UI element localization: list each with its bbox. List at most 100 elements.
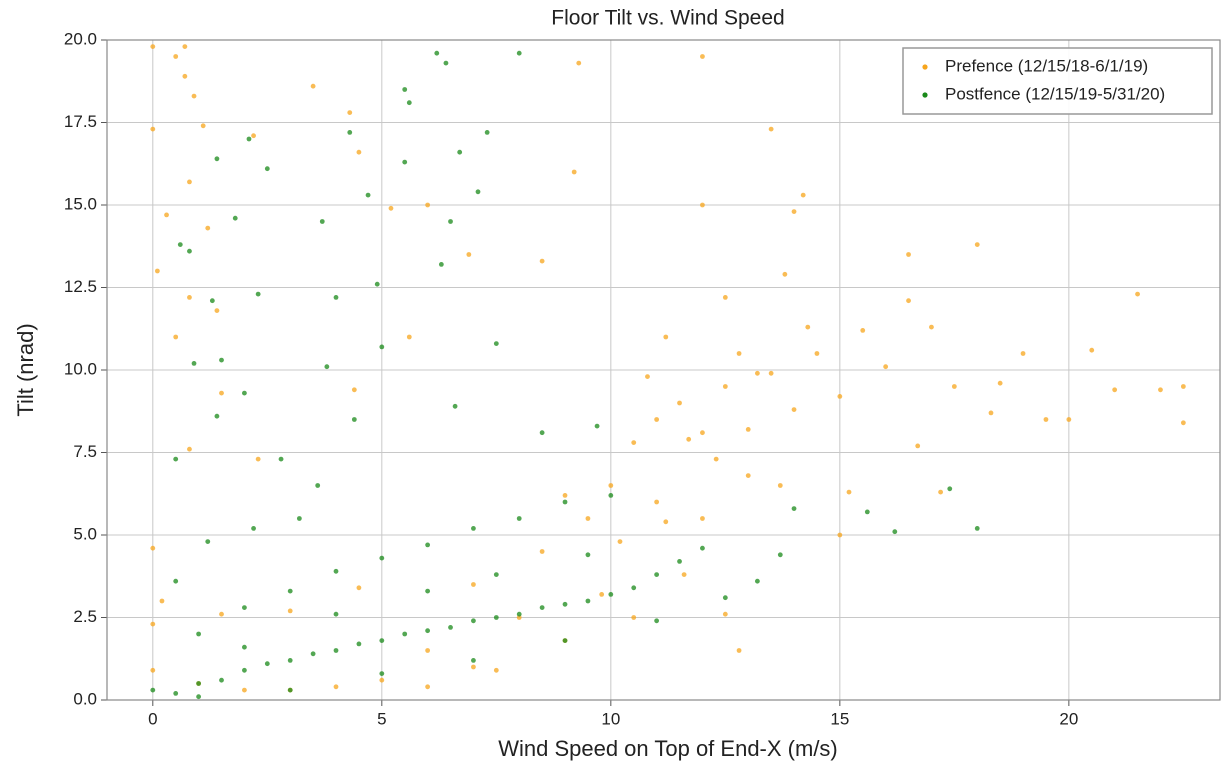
scatter-point bbox=[571, 169, 577, 175]
scatter-point bbox=[539, 549, 545, 554]
scatter-point bbox=[837, 532, 843, 538]
scatter-point bbox=[287, 658, 293, 663]
scatter-point bbox=[347, 110, 353, 115]
scatter-point bbox=[402, 159, 408, 165]
scatter-point bbox=[466, 252, 472, 257]
scatter-point bbox=[173, 578, 179, 584]
scatter-point bbox=[475, 189, 481, 195]
scatter-point bbox=[287, 588, 293, 594]
scatter-point bbox=[242, 687, 247, 693]
scatter-point bbox=[278, 456, 284, 462]
scatter-point bbox=[264, 166, 270, 172]
scatter-point bbox=[173, 691, 179, 696]
scatter-point bbox=[310, 83, 316, 89]
scatter-point bbox=[452, 403, 458, 409]
scatter-point bbox=[296, 516, 302, 521]
scatter-point bbox=[1135, 291, 1140, 297]
scatter-point bbox=[722, 384, 728, 389]
scatter-point bbox=[722, 611, 728, 617]
scatter-point bbox=[347, 130, 353, 135]
chart-title: Floor Tilt vs. Wind Speed bbox=[551, 7, 784, 30]
scatter-point bbox=[516, 615, 522, 620]
scatter-point bbox=[333, 684, 339, 690]
scatter-point bbox=[164, 212, 169, 218]
scatter-point bbox=[700, 430, 705, 436]
scatter-point bbox=[594, 423, 600, 429]
scatter-point bbox=[1112, 387, 1118, 393]
scatter-point bbox=[356, 585, 362, 591]
y-tick-label: 0.0 bbox=[73, 689, 97, 708]
scatter-point bbox=[182, 44, 188, 49]
scatter-point bbox=[493, 615, 499, 620]
scatter-point bbox=[379, 671, 385, 676]
scatter-point bbox=[214, 413, 220, 419]
scatter-point bbox=[351, 387, 357, 393]
scatter-point bbox=[777, 483, 783, 488]
scatter-point bbox=[196, 681, 202, 686]
scatter-point bbox=[205, 539, 211, 544]
scatter-point bbox=[951, 384, 957, 389]
scatter-point bbox=[663, 334, 669, 340]
scatter-point bbox=[631, 585, 637, 591]
scatter-point bbox=[484, 130, 490, 135]
scatter-point bbox=[938, 489, 944, 495]
scatter-point bbox=[585, 552, 591, 558]
scatter-point bbox=[310, 651, 316, 657]
scatter-point bbox=[214, 156, 220, 162]
scatter-point bbox=[448, 219, 453, 224]
scatter-point bbox=[745, 427, 751, 432]
scatter-point bbox=[242, 644, 247, 650]
scatter-point bbox=[539, 258, 545, 264]
scatter-point bbox=[585, 598, 591, 604]
scatter-point bbox=[287, 608, 293, 614]
scatter-point bbox=[576, 60, 582, 66]
scatter-point bbox=[425, 648, 431, 653]
scatter-point bbox=[471, 526, 476, 531]
y-tick-label: 20.0 bbox=[64, 29, 97, 48]
scatter-point bbox=[700, 202, 705, 208]
scatter-point bbox=[608, 483, 614, 488]
scatter-point bbox=[402, 87, 408, 92]
x-tick-label: 0 bbox=[148, 709, 157, 728]
scatter-point bbox=[791, 209, 797, 215]
scatter-point bbox=[173, 334, 179, 340]
scatter-point bbox=[159, 598, 165, 604]
scatter-point bbox=[173, 456, 179, 462]
scatter-point bbox=[599, 592, 605, 597]
scatter-point bbox=[768, 370, 774, 376]
scatter-point bbox=[516, 516, 522, 521]
scatter-point bbox=[713, 456, 719, 462]
scatter-point bbox=[493, 341, 499, 346]
y-axis-label: Tilt (nrad) bbox=[13, 323, 38, 416]
scatter-point bbox=[242, 605, 247, 610]
scatter-point bbox=[883, 364, 889, 370]
scatter-point bbox=[425, 628, 431, 634]
scatter-point bbox=[700, 545, 705, 551]
scatter-point bbox=[438, 262, 444, 267]
scatter-point bbox=[150, 126, 156, 132]
scatter-point bbox=[200, 123, 206, 129]
scatter-point bbox=[333, 648, 339, 653]
scatter-point bbox=[196, 631, 202, 637]
scatter-point bbox=[187, 179, 192, 185]
y-tick-label: 17.5 bbox=[64, 112, 97, 131]
scatter-point bbox=[191, 93, 197, 99]
scatter-point bbox=[374, 281, 380, 287]
scatter-point bbox=[173, 54, 179, 59]
scatter-point bbox=[150, 545, 156, 551]
y-tick-label: 12.5 bbox=[64, 277, 97, 296]
scatter-point bbox=[242, 667, 247, 673]
scatter-point bbox=[154, 268, 160, 274]
scatter-point bbox=[379, 677, 385, 683]
legend-box bbox=[902, 47, 1213, 115]
scatter-point bbox=[471, 618, 476, 624]
scatter-point bbox=[351, 417, 357, 422]
scatter-point bbox=[219, 357, 224, 363]
scatter-point bbox=[196, 694, 202, 700]
scatter-point bbox=[988, 410, 994, 416]
scatter-point bbox=[814, 351, 820, 356]
scatter-point bbox=[722, 595, 728, 601]
scatter-point bbox=[663, 519, 669, 525]
scatter-point bbox=[585, 516, 591, 521]
x-tick-label: 5 bbox=[377, 709, 386, 728]
